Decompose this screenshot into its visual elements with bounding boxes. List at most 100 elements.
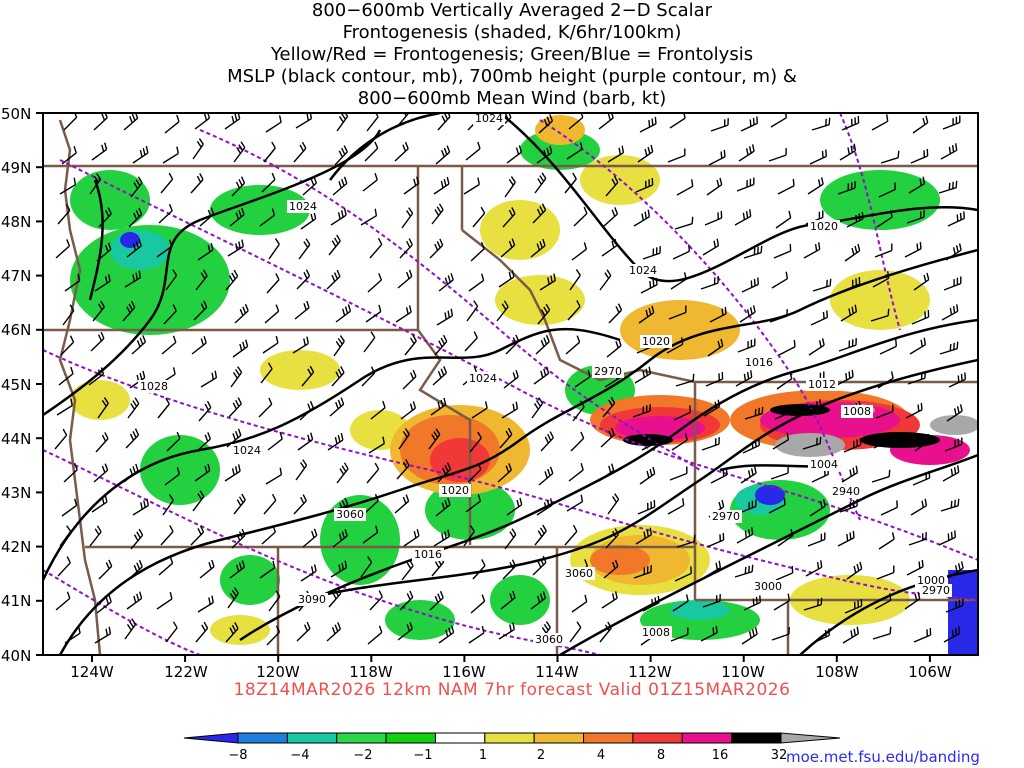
wind-barb (501, 401, 519, 419)
wind-barbs (54, 113, 966, 646)
wind-barb (839, 499, 858, 513)
wind-barb (638, 305, 655, 324)
wind-barb (58, 366, 74, 386)
wind-barb (807, 177, 824, 195)
wind-barb (707, 338, 724, 357)
wind-barb (700, 276, 719, 290)
mslp-label: 1000 (917, 574, 945, 587)
wind-barb (363, 331, 376, 353)
wind-barb (805, 560, 823, 577)
wind-barb (302, 176, 318, 196)
wind-barb (327, 432, 344, 451)
wind-barb (538, 114, 554, 134)
wind-barb (807, 532, 826, 547)
wind-barb (259, 560, 276, 579)
wind-barb (599, 269, 612, 291)
wind-barb (738, 499, 757, 514)
wind-barb (708, 149, 726, 166)
wind-barb (332, 528, 348, 548)
wind-barb (498, 622, 515, 640)
colorbar-label: 32 (771, 748, 788, 763)
wind-barb (429, 590, 444, 611)
wind-barb (667, 498, 685, 515)
wind-barb (777, 178, 795, 195)
wind-barb (530, 238, 546, 258)
wind-barb (533, 366, 550, 385)
wind-barb (364, 493, 379, 514)
wind-barb (878, 532, 895, 550)
wind-barb (872, 626, 892, 640)
wind-barb (943, 276, 962, 291)
height-label: 2970 (922, 584, 950, 597)
wind-barb (336, 462, 349, 484)
colorbar-box (583, 732, 634, 744)
wind-barb (911, 309, 930, 325)
mslp-label: 1016 (745, 356, 773, 369)
wind-barb (299, 400, 314, 421)
height-label-group: 2970 2940 2970 3060 3090 3060 3000 3060 … (296, 365, 952, 646)
wind-barb (396, 459, 410, 480)
lon-label: 108W (815, 663, 859, 681)
wind-barb (296, 269, 311, 290)
wind-barb (192, 138, 204, 160)
wind-barb (295, 113, 313, 129)
wind-barb (397, 269, 413, 289)
wind-barb (335, 304, 352, 323)
wind-barb (706, 177, 723, 196)
wind-barb (163, 304, 177, 325)
wind-barb (876, 210, 893, 228)
wind-barb (914, 433, 931, 452)
wind-barb (637, 499, 656, 515)
wind-barb (775, 565, 794, 581)
wind-barb (573, 206, 588, 227)
wind-barb (942, 115, 961, 130)
wind-barb (437, 462, 452, 483)
wind-barb (192, 490, 205, 512)
wind-barb (268, 238, 280, 260)
wind-barb (89, 173, 102, 195)
colorbar-label: 2 (537, 748, 545, 763)
wind-barb (199, 559, 215, 579)
wind-barb (130, 528, 144, 550)
wind-barb (607, 145, 625, 163)
wind-barb (166, 431, 181, 452)
wind-barb (734, 209, 752, 226)
wind-barb (673, 405, 691, 421)
wind-barb (773, 593, 791, 611)
wind-barb (938, 180, 958, 194)
wind-barb (568, 462, 584, 482)
wind-barb (497, 463, 513, 483)
wind-barb (771, 271, 789, 289)
wind-barb (676, 534, 696, 548)
wind-barb (127, 397, 140, 419)
wind-barb (506, 497, 523, 516)
wind-barb (535, 334, 550, 355)
wind-barb (913, 272, 930, 291)
wind-barb (128, 207, 143, 228)
credit-url[interactable]: moe.met.fsu.edu/banding (786, 748, 980, 766)
wind-barb (91, 142, 108, 161)
wind-barb (229, 207, 245, 227)
wind-barb (945, 598, 964, 613)
wind-barb (61, 145, 77, 165)
wind-barb (943, 626, 961, 643)
wind-barb (809, 149, 827, 165)
wind-barb (228, 397, 242, 418)
height-label: 3090 (298, 593, 326, 606)
wind-barb (871, 114, 889, 131)
colorbar-box (681, 732, 733, 744)
wind-barb (365, 304, 382, 323)
wind-barb (225, 269, 239, 291)
wind-barb (63, 113, 78, 131)
wind-barb (601, 591, 618, 609)
wind-barb (63, 462, 78, 483)
wind-barb (261, 172, 276, 193)
wind-barb (64, 273, 81, 292)
wind-barb (227, 587, 239, 609)
longitude-axis: 124W 122W 120W 118W 116W 114W 112W 110W … (70, 655, 952, 681)
forecast-caption: 18Z14MAR2026 12km NAM 7hr forecast Valid… (233, 680, 791, 700)
wind-barb (198, 400, 212, 422)
wind-barb (394, 141, 409, 162)
wind-barb (742, 438, 760, 454)
wind-barb (95, 432, 109, 453)
